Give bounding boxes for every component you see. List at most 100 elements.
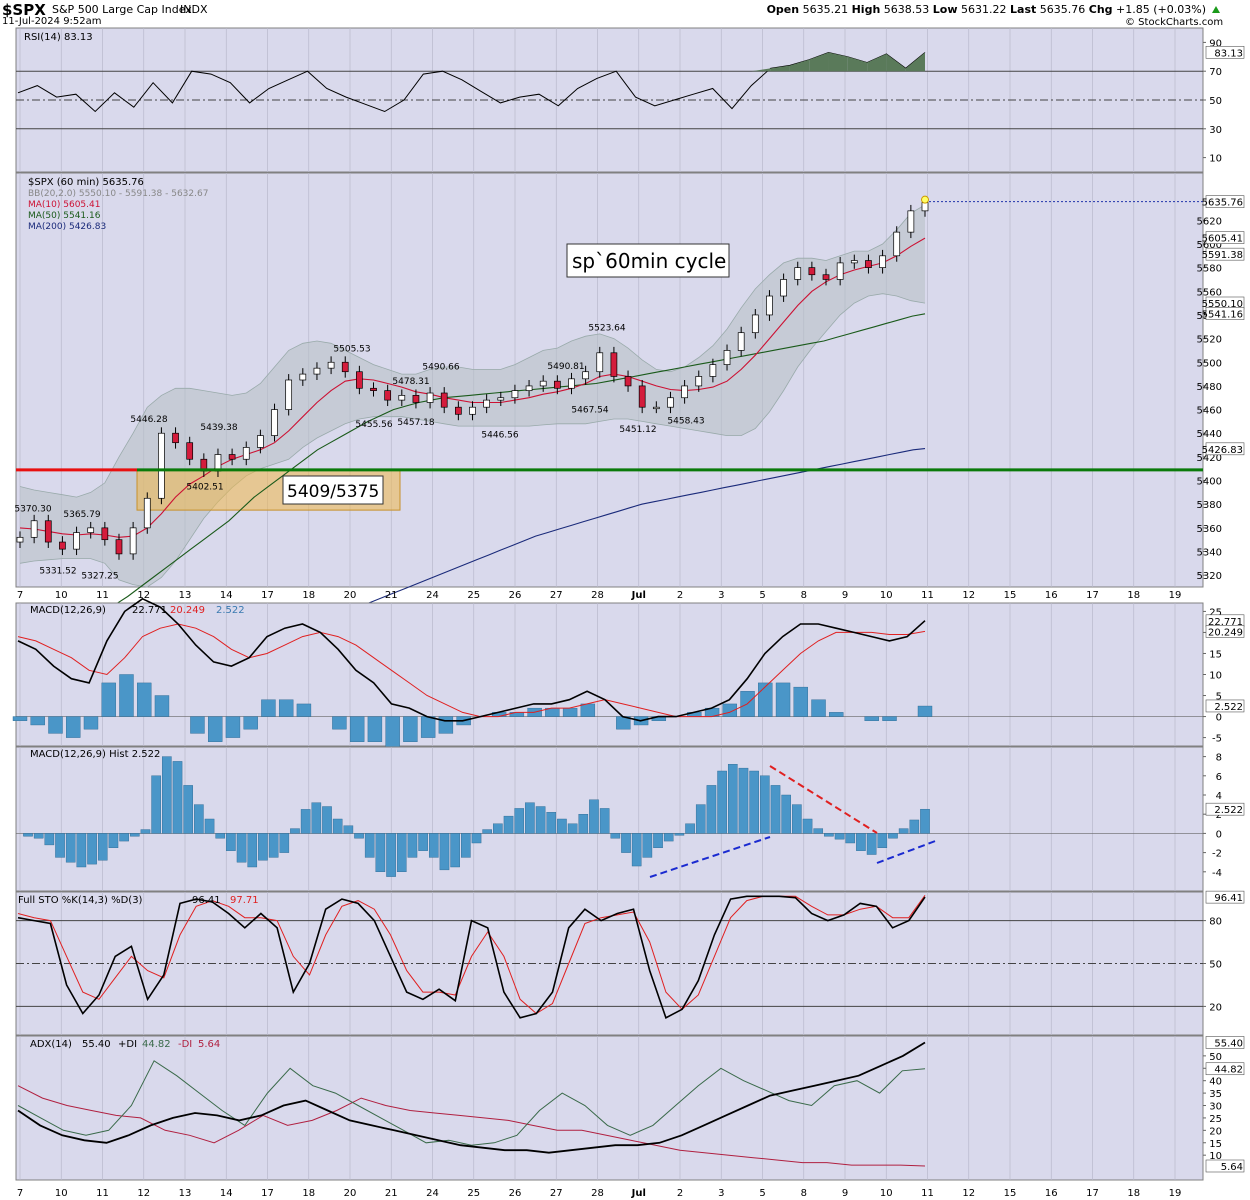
price-ma10-label: 5605.41 [1202,234,1243,245]
price-bb-mid-label-box [1205,247,1245,261]
hist-bar [300,809,311,834]
candle-body [483,399,490,408]
x-axis-label-top: 25 [467,590,480,601]
candle-body [285,379,293,410]
hist-y-tick-label: 6 [1216,772,1222,783]
adx-panel: 504540353025201510ADX(14)55.40+DI44.82-D… [15,1035,1245,1181]
candle-body [497,397,505,401]
price-annotation: 5365.79 [63,510,100,520]
rsi-y-tick-label: 90 [1209,38,1222,49]
adx-legend-value: 55.40 [82,1039,111,1050]
rsi-y-tick-label: 30 [1209,125,1222,136]
adx-legend-mdi: 5.64 [198,1039,220,1050]
candle-body [257,435,264,448]
x-axis-label-top: 19 [1169,590,1182,601]
chg-value: +1.85 (+0.03%) [1116,3,1206,16]
candle-body [143,497,151,529]
macd-line [17,597,926,722]
candle-body [638,385,646,408]
price-ma10-label-box [1205,231,1245,244]
x-axis-label-top: 12 [137,590,150,601]
hist-bar [482,829,492,834]
price-y-tick-label: 5560 [1197,287,1222,298]
hist-bar [898,828,909,834]
macd-y-tick-label: 10 [1209,671,1222,682]
hist-bar [194,804,204,834]
hist-bar [589,799,599,834]
x-axis-label-top: 20 [344,590,357,601]
x-axis-label-bottom: 11 [96,1188,109,1199]
zone-callout-box [282,475,384,505]
price-legend-ma50: MA(50) 5541.16 [28,211,101,221]
hist-y-tick-label: 8 [1216,753,1222,764]
macd-histogram-bar [243,716,258,730]
candle-body [865,260,872,268]
x-axis-label-top: 3 [718,590,724,601]
price-annotation: 5458.43 [667,416,704,426]
hist-bar [727,764,738,834]
bollinger-upper [19,204,926,498]
price-bb-lower-label: 5550.10 [1202,299,1243,310]
hist-bar [663,833,674,842]
x-axis-label-bottom: 25 [467,1188,480,1199]
zone-callout: 5409/5375 [287,482,379,502]
x-axis-label-bottom: 14 [220,1188,233,1199]
high-value: 5638.53 [883,3,930,16]
candle-body [87,527,95,533]
adx-legend-name: ADX(14) [30,1039,72,1050]
hist-bar [706,785,717,834]
hist-bar [599,808,610,834]
price-annotation: 5490.66 [422,362,459,372]
x-axis-label-bottom: 12 [962,1188,975,1199]
hist-y-tick-label: 2 [1216,810,1222,821]
hist-bar [151,775,161,834]
price-ma200-label-box [1205,442,1245,456]
x-axis-label-top: 5 [759,590,765,601]
candle-body [850,260,858,264]
hist-bar [364,833,375,858]
adx-y-tick-label: 50 [1209,1052,1222,1063]
hist-bar [204,818,215,834]
candle-body [327,361,335,369]
price-ma200-label: 5426.83 [1202,445,1243,456]
macd-histogram-bar [66,716,81,738]
x-axis-label-bottom: 13 [179,1188,192,1199]
macd-histogram-bar [917,705,933,717]
candle-body [341,361,349,373]
sto-legend-name: Full STO %K(14,3) %D(3) [18,895,143,906]
hist-bar [674,833,685,836]
candle-body [299,373,307,381]
price-y-tick-label: 5500 [1197,358,1222,369]
sto-y-tick-label: 80 [1209,917,1222,928]
x-axis-label-top: 10 [880,590,893,601]
x-axis-label-bottom: 21 [385,1188,398,1199]
hist-bar [567,823,578,834]
macd-y-tick-label: 25 [1209,607,1222,618]
candle-body [610,352,618,377]
brand: © StockCharts.com [1125,17,1224,28]
candle-body [568,378,575,389]
price-y-tick-label: 5580 [1197,264,1222,275]
macd-y-tick-label: 15 [1209,649,1222,660]
hist-bar [610,833,621,839]
chg-label: Chg [1088,3,1113,16]
sto-legend-k: 96.41 [192,895,221,906]
hist-y-tick-label: 0 [1216,829,1222,840]
symbol: $SPX [2,1,46,19]
hist-bar [738,767,749,834]
up-arrow-icon [1212,6,1220,13]
rsi-y-tick-label: 70 [1209,67,1222,78]
price-last-label-box [1205,195,1245,208]
x-axis-label-bottom: 26 [509,1188,522,1199]
price-annotation: 5467.54 [571,406,608,416]
x-axis-label-top: Jul [631,590,646,601]
price-annotation: 5446.56 [481,430,518,440]
candle-body [652,406,660,410]
price-annotation: 5446.28 [130,415,167,425]
candle-body [172,432,179,444]
adx-y-tick-label: 40 [1209,1077,1222,1088]
hist-y-tick-label: -4 [1212,868,1222,879]
macd-histogram-bar [385,716,400,751]
macd-hist-label: 2.522 [1214,702,1243,713]
